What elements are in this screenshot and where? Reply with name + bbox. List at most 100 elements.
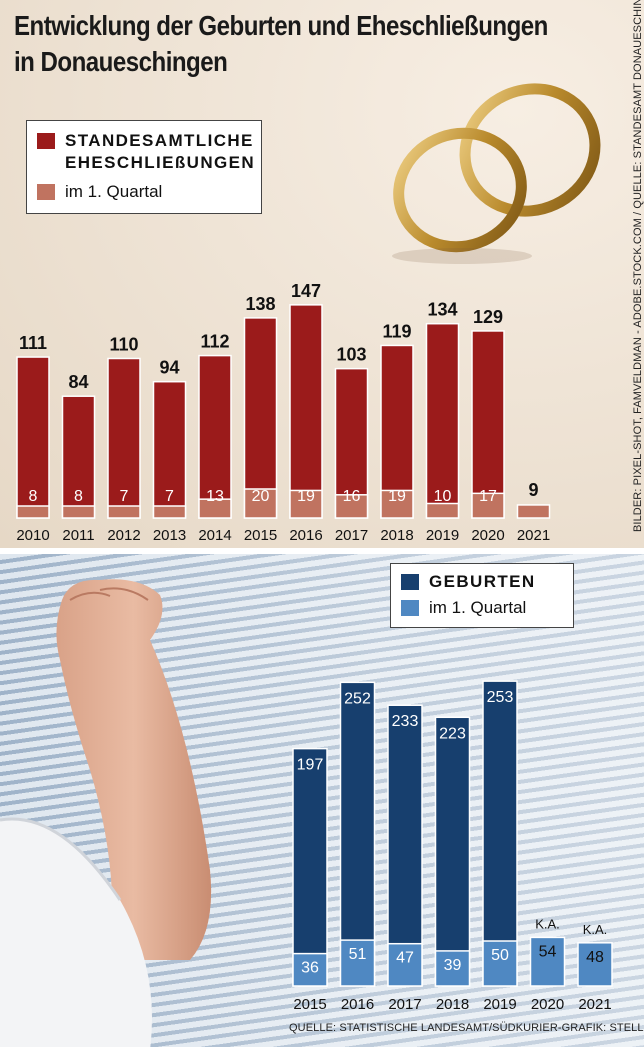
bar-marriages-q1-2011: [61, 505, 96, 519]
label-marriages-q1-2014: 13: [206, 488, 224, 505]
bar-marriages-q1-2010: [16, 505, 50, 519]
label-marriages-2018: 119: [382, 321, 411, 341]
bar-births-q1-2020: [529, 936, 566, 987]
legend-label-marriages-q1: im 1. Quartal: [65, 182, 163, 201]
label-births-q1-2019: 50: [491, 947, 509, 964]
label-marriages-2011: 84: [68, 372, 88, 392]
label-births-2017: 233: [392, 713, 419, 730]
label-births-q1-2020: 54: [539, 943, 557, 960]
bar-births-q1-2018: [434, 950, 471, 987]
legend-swatch-births: [401, 574, 419, 590]
tick-year-2013: 2013: [153, 527, 186, 544]
label-marriages-q1-2016: 19: [297, 488, 315, 505]
legend-swatch-marriages-q1: [37, 184, 55, 200]
bar-births-q1-2016: [339, 939, 376, 987]
label-marriages-q1-2018: 19: [388, 488, 406, 505]
label-marriages-q1-2017: 16: [343, 488, 361, 505]
label-marriages-q1-2021: 9: [528, 480, 538, 500]
legend-item-marriages-q1: im 1. Quartal: [37, 181, 162, 203]
bar-births-q1-2017: [387, 942, 423, 987]
bar-marriages-q1-2014: [198, 498, 232, 519]
tick-year-2021: 2021: [517, 527, 550, 544]
bar-marriages-q1-2018: [380, 489, 414, 519]
label-births-2019: 253: [487, 689, 514, 706]
label-marriages-2017: 103: [336, 345, 366, 365]
baby-arm-image: [0, 579, 212, 1047]
label-births-2015: 197: [297, 757, 324, 774]
bar-marriages-q1-2017: [334, 494, 369, 519]
bar-marriages-q1-2012: [107, 505, 141, 519]
tick-year-births-2015: 2015: [293, 996, 326, 1013]
tick-year-births-2019: 2019: [483, 996, 516, 1013]
label-marriages-2010: 111: [19, 333, 47, 353]
tick-year-2011: 2011: [62, 527, 94, 544]
side-source-credit: BILDER: PIXEL-SHOT, FAMVELDMAN - ADOBE.S…: [632, 0, 644, 532]
bar-marriages-q1-2015: [243, 488, 278, 519]
bar-marriages-2016: [289, 304, 323, 519]
legend-label-marriages: STANDESAMTLICHE EHESCHLIEßUNGEN: [65, 131, 256, 172]
label-marriages-q1-2015: 20: [252, 488, 270, 505]
legend-label-births-q1: im 1. Quartal: [429, 598, 527, 617]
label-marriages-2015: 138: [245, 294, 275, 314]
bar-births-2017: [387, 704, 423, 987]
label-births-q1-2017: 47: [396, 950, 414, 967]
bar-marriages-q1-2013: [152, 505, 187, 519]
label-births-q1-2018: 39: [444, 957, 462, 974]
bar-births-2019: [482, 680, 518, 987]
legend-swatch-births-q1: [401, 600, 419, 616]
legend-item-births-q1: im 1. Quartal: [401, 597, 526, 619]
page-title-line2: in Donaueschingen: [14, 46, 228, 77]
tick-year-2015: 2015: [244, 527, 277, 544]
label-marriages-2012: 110: [109, 335, 138, 355]
label-marriages-2014: 112: [200, 332, 229, 352]
tick-year-births-2021: 2021: [578, 996, 611, 1013]
bar-marriages-q1-2020: [471, 492, 505, 519]
bar-births-2015: [292, 747, 328, 987]
marriage-legend: STANDESAMTLICHE EHESCHLIEßUNGEN im 1. Qu…: [26, 120, 262, 214]
tick-year-births-2020: 2020: [531, 996, 564, 1013]
page-title: Entwicklung der Geburten und Eheschließu…: [14, 10, 548, 41]
label-births-2016: 252: [344, 690, 371, 707]
legend-label-births: GEBURTEN: [429, 572, 536, 591]
tick-year-2018: 2018: [380, 527, 413, 544]
label-marriages-2019: 134: [427, 300, 457, 320]
label-marriages-2013: 94: [159, 358, 179, 378]
birth-legend: GEBURTEN im 1. Quartal: [390, 563, 574, 628]
bar-births-2018: [434, 716, 471, 987]
label-marriages-q1-2013: 7: [165, 488, 174, 505]
bar-marriages-q1-2021: [516, 504, 551, 519]
bar-marriages-2011: [61, 395, 96, 519]
label-marriages-q1-2011: 8: [74, 488, 83, 505]
tick-year-2017: 2017: [335, 527, 368, 544]
tick-year-2020: 2020: [471, 527, 504, 544]
label-births-q1-2015: 36: [301, 960, 319, 977]
bar-marriages-2017: [334, 367, 369, 519]
bar-births-2016: [339, 681, 376, 987]
legend-item-marriages: STANDESAMTLICHE EHESCHLIEßUNGEN: [37, 130, 255, 174]
panel-divider: [0, 548, 644, 554]
label-marriages-q1-2020: 17: [479, 488, 497, 505]
tick-year-2016: 2016: [289, 527, 322, 544]
bottom-source-credit: QUELLE: STATISTISCHE LANDESAMT/SÜDKURIER…: [289, 1022, 644, 1034]
bar-births-q1-2019: [482, 940, 518, 987]
label-marriages-q1-2010: 8: [29, 488, 38, 505]
bar-marriages-q1-2019: [425, 502, 460, 519]
label-marriages-2016: 147: [291, 281, 321, 301]
tick-year-births-2016: 2016: [341, 996, 374, 1013]
label-births-missing-2020: K.A.: [535, 916, 560, 931]
tick-year-births-2018: 2018: [436, 996, 469, 1013]
label-births-q1-2016: 51: [349, 946, 367, 963]
label-births-missing-2021: K.A.: [583, 922, 608, 937]
label-marriages-2020: 129: [473, 307, 503, 327]
label-marriages-q1-2019: 10: [434, 488, 452, 505]
tick-year-births-2017: 2017: [388, 996, 421, 1013]
label-marriages-q1-2012: 7: [120, 488, 129, 505]
tick-year-2014: 2014: [198, 527, 231, 544]
bar-marriages-2019: [425, 322, 460, 519]
tick-year-2019: 2019: [426, 527, 459, 544]
label-births-q1-2021: 48: [586, 949, 604, 966]
legend-item-births: GEBURTEN: [401, 571, 536, 593]
tick-year-2010: 2010: [16, 527, 49, 544]
